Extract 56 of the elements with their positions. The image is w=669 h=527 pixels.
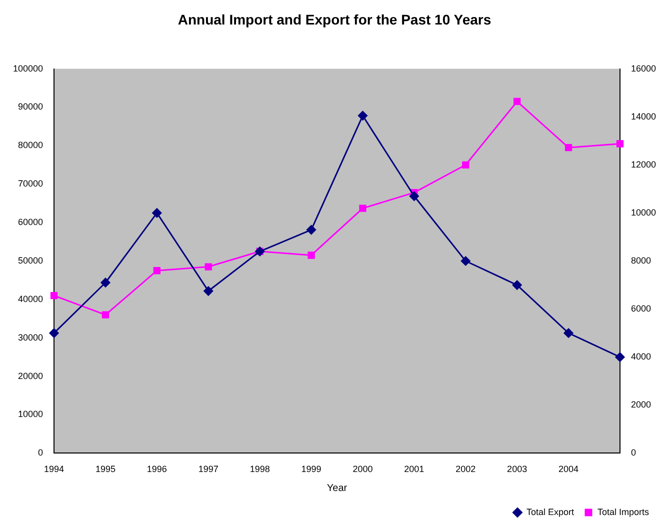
y2-tick-label: 10000 <box>630 207 656 218</box>
point <box>49 328 59 338</box>
x-tick-label: 2000 <box>352 464 373 474</box>
y2-tick-label: 4000 <box>630 352 652 362</box>
y-tick-label: 20000 <box>18 370 44 381</box>
y2-tick-label: 2000 <box>630 400 652 410</box>
point <box>564 144 572 152</box>
legend-label: Total Export <box>526 506 574 517</box>
point <box>564 328 574 338</box>
x-tick-label: 2002 <box>456 464 476 474</box>
point <box>616 140 624 148</box>
x-tick-label: 1997 <box>198 464 218 474</box>
y-tick-label: 10000 <box>18 409 44 420</box>
y-tick-label: 100000 <box>12 63 44 74</box>
x-tick-label: 1999 <box>301 464 322 474</box>
point <box>512 280 522 290</box>
x-tick-label: 1995 <box>95 464 116 474</box>
point <box>306 225 316 235</box>
x-tick-label: 2003 <box>507 464 528 474</box>
point <box>204 263 212 270</box>
point <box>409 191 419 201</box>
y2-tick-label: 16000 <box>630 63 656 74</box>
x-axis-title: Year <box>326 482 348 494</box>
point <box>460 256 470 266</box>
y2-tick-label: 6000 <box>630 304 652 314</box>
y2-tick-label: 14000 <box>630 111 656 122</box>
y2-tick-label: 12000 <box>630 159 656 170</box>
y2-tick-label: 0 <box>630 448 636 458</box>
chart-title: Annual Import and Export for the Past 10 Years <box>178 11 492 28</box>
point <box>153 267 161 274</box>
y2-tick-label: 8000 <box>630 255 652 266</box>
y-tick-label: 70000 <box>18 178 44 189</box>
x-tick-label: 1994 <box>44 464 64 474</box>
y-tick-label: 90000 <box>18 102 44 112</box>
y-tick-label: 60000 <box>18 217 44 228</box>
y-tick-label: 0 <box>38 448 44 458</box>
y-tick-label: 30000 <box>18 332 44 342</box>
point <box>308 252 315 259</box>
point <box>462 161 470 168</box>
point <box>102 311 110 318</box>
y-tick-label: 40000 <box>18 294 44 304</box>
point <box>204 286 214 296</box>
point <box>152 208 162 218</box>
point <box>359 204 366 212</box>
point <box>358 110 368 120</box>
x-tick-label: 1998 <box>250 464 270 474</box>
point <box>50 292 58 300</box>
x-tick-label: 1996 <box>146 464 167 474</box>
y-tick-label: 50000 <box>18 255 44 266</box>
x-tick-label: 2004 <box>558 464 579 474</box>
legend-label: Total Imports <box>597 506 650 517</box>
y-tick-label: 80000 <box>18 140 44 150</box>
point <box>100 278 110 288</box>
point <box>513 98 521 106</box>
x-tick-label: 2001 <box>404 464 424 474</box>
point <box>615 352 625 362</box>
